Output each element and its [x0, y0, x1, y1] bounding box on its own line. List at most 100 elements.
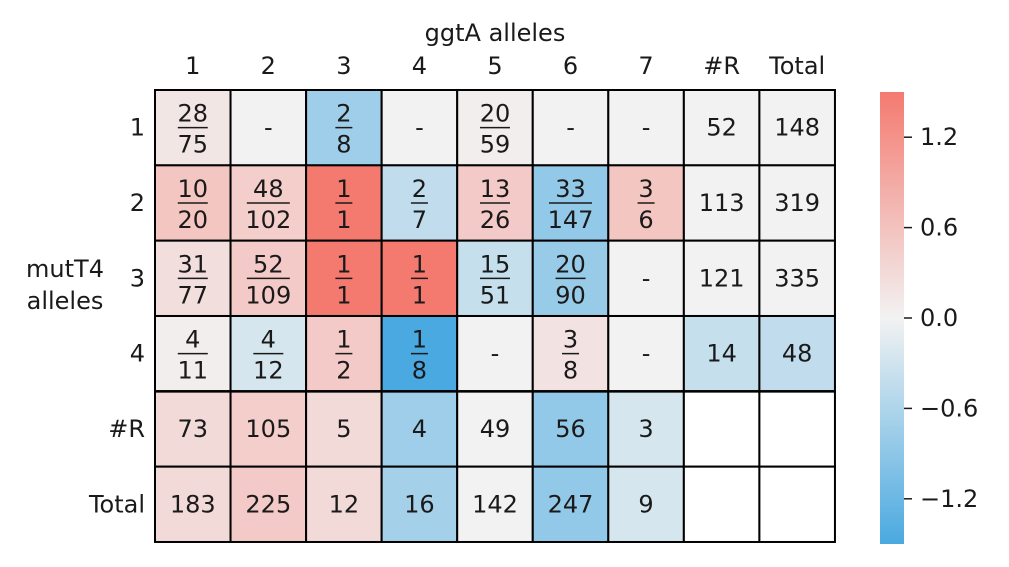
heatmap-cell: -: [607, 239, 685, 317]
heatmap-cell: 49: [456, 390, 534, 468]
cell-value: 56: [555, 415, 586, 443]
row-label: 1: [130, 114, 145, 142]
heatmap-cell: -: [229, 89, 308, 167]
cell-numerator: 13: [480, 175, 511, 203]
colorbar: [880, 92, 904, 544]
cell-value: -: [642, 264, 651, 292]
cell-numerator: 1: [336, 250, 351, 278]
heatmap-cell: -: [456, 314, 534, 393]
cell-numerator: 2: [336, 100, 351, 128]
col-label: 7: [638, 52, 653, 80]
heatmap-cell: 183: [154, 465, 232, 543]
cell-value: 4: [412, 415, 427, 443]
col-label: Total: [768, 52, 825, 80]
cell-denominator: 26: [480, 206, 511, 234]
heatmap-cell: 412: [229, 314, 308, 393]
cell-background: [682, 465, 761, 543]
cell-background: [229, 465, 308, 543]
heatmap-cell: 9: [607, 465, 685, 543]
cell-value: 73: [178, 415, 209, 443]
col-label: #R: [703, 52, 740, 80]
cell-background: [607, 465, 685, 543]
cell-denominator: 1: [336, 281, 351, 309]
cell-denominator: 8: [412, 357, 427, 385]
row-label: #R: [108, 415, 145, 443]
cell-denominator: 59: [480, 131, 511, 159]
colorbar-tick-label: −0.6: [920, 394, 978, 422]
heatmap-cell: 121: [682, 239, 761, 317]
cell-value: 3: [638, 415, 653, 443]
cell-denominator: 102: [245, 206, 291, 234]
heatmap-cell: 73: [154, 390, 232, 468]
cell-value: 105: [245, 415, 291, 443]
y-axis-label: mutT4 alleles: [26, 255, 104, 315]
cell-numerator: 52: [253, 250, 284, 278]
cell-background: [380, 89, 459, 167]
heatmap-cell: 105: [229, 390, 308, 468]
heatmap-cell: -: [607, 314, 685, 393]
cell-denominator: 90: [555, 281, 586, 309]
cell-value: 52: [706, 114, 737, 142]
cell-background: [229, 164, 308, 242]
heatmap-cell: 27: [380, 164, 459, 242]
heatmap-cell: -: [380, 89, 459, 167]
cell-denominator: 1: [336, 206, 351, 234]
heatmap-cell: 225: [229, 465, 308, 543]
heatmap-cell: [682, 390, 761, 468]
cell-background: [305, 465, 383, 543]
cell-numerator: 10: [178, 175, 209, 203]
colorbar-tick-label: −1.2: [920, 485, 978, 513]
cell-denominator: 1: [412, 281, 427, 309]
heatmap-cell: 11: [380, 239, 459, 317]
cell-denominator: 12: [253, 357, 284, 385]
cell-background: [758, 465, 836, 543]
cell-background: [758, 239, 836, 317]
heatmap-cell: 247: [531, 465, 610, 543]
cell-numerator: 1: [412, 250, 427, 278]
cell-background: [229, 89, 308, 167]
row-label: 2: [130, 189, 145, 217]
cell-background: [607, 390, 685, 468]
heatmap-cell: 11: [305, 164, 383, 242]
row-label: 3: [130, 264, 145, 292]
col-label: 1: [185, 52, 200, 80]
cell-denominator: 20: [178, 206, 209, 234]
cell-background: [380, 465, 459, 543]
cell-value: 225: [245, 490, 291, 518]
cell-background: [758, 89, 836, 167]
cell-background: [758, 314, 836, 393]
cell-value: 48: [782, 340, 813, 368]
heatmap-cell: 3: [607, 390, 685, 468]
chart-title: ggtA alleles: [425, 19, 566, 47]
cell-value: -: [566, 114, 575, 142]
heatmap-cell: 52: [682, 89, 761, 167]
y-axis-label-line-1: mutT4: [26, 255, 104, 283]
heatmap-cell: 16: [380, 465, 459, 543]
heatmap-cell: 5: [305, 390, 383, 468]
heatmap-cell: 4: [380, 390, 459, 468]
cell-numerator: 48: [253, 175, 284, 203]
cell-value: -: [642, 340, 651, 368]
cell-numerator: 4: [185, 326, 200, 354]
cell-numerator: 4: [261, 326, 276, 354]
heatmap-cell: 14: [682, 314, 761, 393]
cell-numerator: 3: [563, 326, 578, 354]
heatmap-cell: 18: [380, 314, 459, 393]
heatmap-cell: 28: [305, 89, 383, 167]
row-label: 4: [130, 340, 145, 368]
cell-value: 113: [699, 189, 745, 217]
cell-numerator: 1: [336, 326, 351, 354]
heatmap-cell: 113: [682, 164, 761, 242]
cell-denominator: 77: [178, 281, 209, 309]
cell-numerator: 20: [480, 100, 511, 128]
cell-denominator: 2: [336, 357, 351, 385]
cell-value: -: [264, 114, 273, 142]
cell-value: 16: [404, 490, 435, 518]
cell-background: [758, 390, 836, 468]
colorbar-tick-label: 0.6: [920, 214, 958, 242]
